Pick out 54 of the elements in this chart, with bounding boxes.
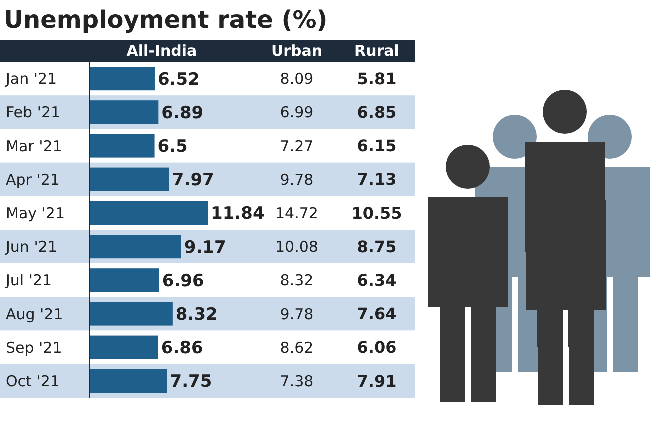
bar (90, 302, 173, 326)
data-label: 6.15 (357, 136, 397, 156)
y-tick-label: Apr '21 (6, 170, 60, 189)
y-tick-label: Jul '21 (5, 272, 52, 290)
data-label: 6.96 (162, 271, 204, 292)
data-label: 6.06 (357, 338, 397, 358)
data-label: 5.81 (357, 69, 397, 88)
data-label: 6.34 (357, 271, 397, 290)
data-label: 9.78 (280, 305, 314, 324)
text: Urban (271, 42, 323, 60)
data-label: 8.09 (280, 70, 314, 88)
bar (90, 336, 158, 360)
data-label: 7.64 (357, 304, 397, 324)
data-label: 14.72 (276, 204, 318, 222)
data-label: 8.75 (357, 237, 397, 256)
data-label: 7.91 (357, 372, 397, 391)
data-label: 9.78 (280, 170, 314, 189)
data-label: 7.13 (357, 170, 397, 190)
bar (90, 369, 168, 393)
text: Rural (354, 42, 400, 60)
data-label: 8.62 (280, 338, 314, 357)
data-label: 6.89 (162, 103, 204, 124)
data-label: 7.97 (172, 170, 214, 191)
bar (90, 268, 160, 292)
data-label: 8.32 (280, 272, 314, 290)
y-tick-label: Mar '21 (6, 137, 62, 156)
y-tick-label: Jan '21 (5, 70, 58, 88)
bar (90, 67, 155, 91)
data-label: 6.85 (357, 103, 397, 122)
y-tick-label: Feb '21 (6, 104, 61, 122)
y-tick-label: Jun '21 (5, 238, 58, 256)
series-label: All-India (126, 42, 198, 60)
bar (90, 235, 182, 259)
bar (90, 134, 155, 158)
data-label: 6.5 (158, 136, 188, 157)
y-tick-label: Aug '21 (6, 305, 64, 324)
y-tick-label: Oct '21 (6, 372, 60, 390)
y-tick-label: Sep '21 (6, 338, 62, 357)
data-label: 10.08 (276, 238, 318, 256)
data-label: 8.32 (176, 304, 218, 325)
bar (90, 168, 170, 192)
data-label: 6.86 (161, 338, 204, 359)
bar (90, 100, 159, 124)
data-label: 7.27 (280, 137, 314, 156)
chart-title: Unemployment rate (%) (4, 6, 328, 34)
data-label: 6.52 (158, 70, 200, 90)
data-label: 11.84 (211, 204, 265, 224)
data-label: 7.38 (280, 372, 314, 390)
bar (90, 201, 208, 225)
data-label: 10.55 (352, 204, 402, 223)
y-tick-label: May '21 (6, 204, 65, 222)
data-label: 7.75 (170, 372, 212, 392)
data-label: 6.99 (280, 104, 314, 122)
data-label: 9.17 (184, 238, 226, 258)
